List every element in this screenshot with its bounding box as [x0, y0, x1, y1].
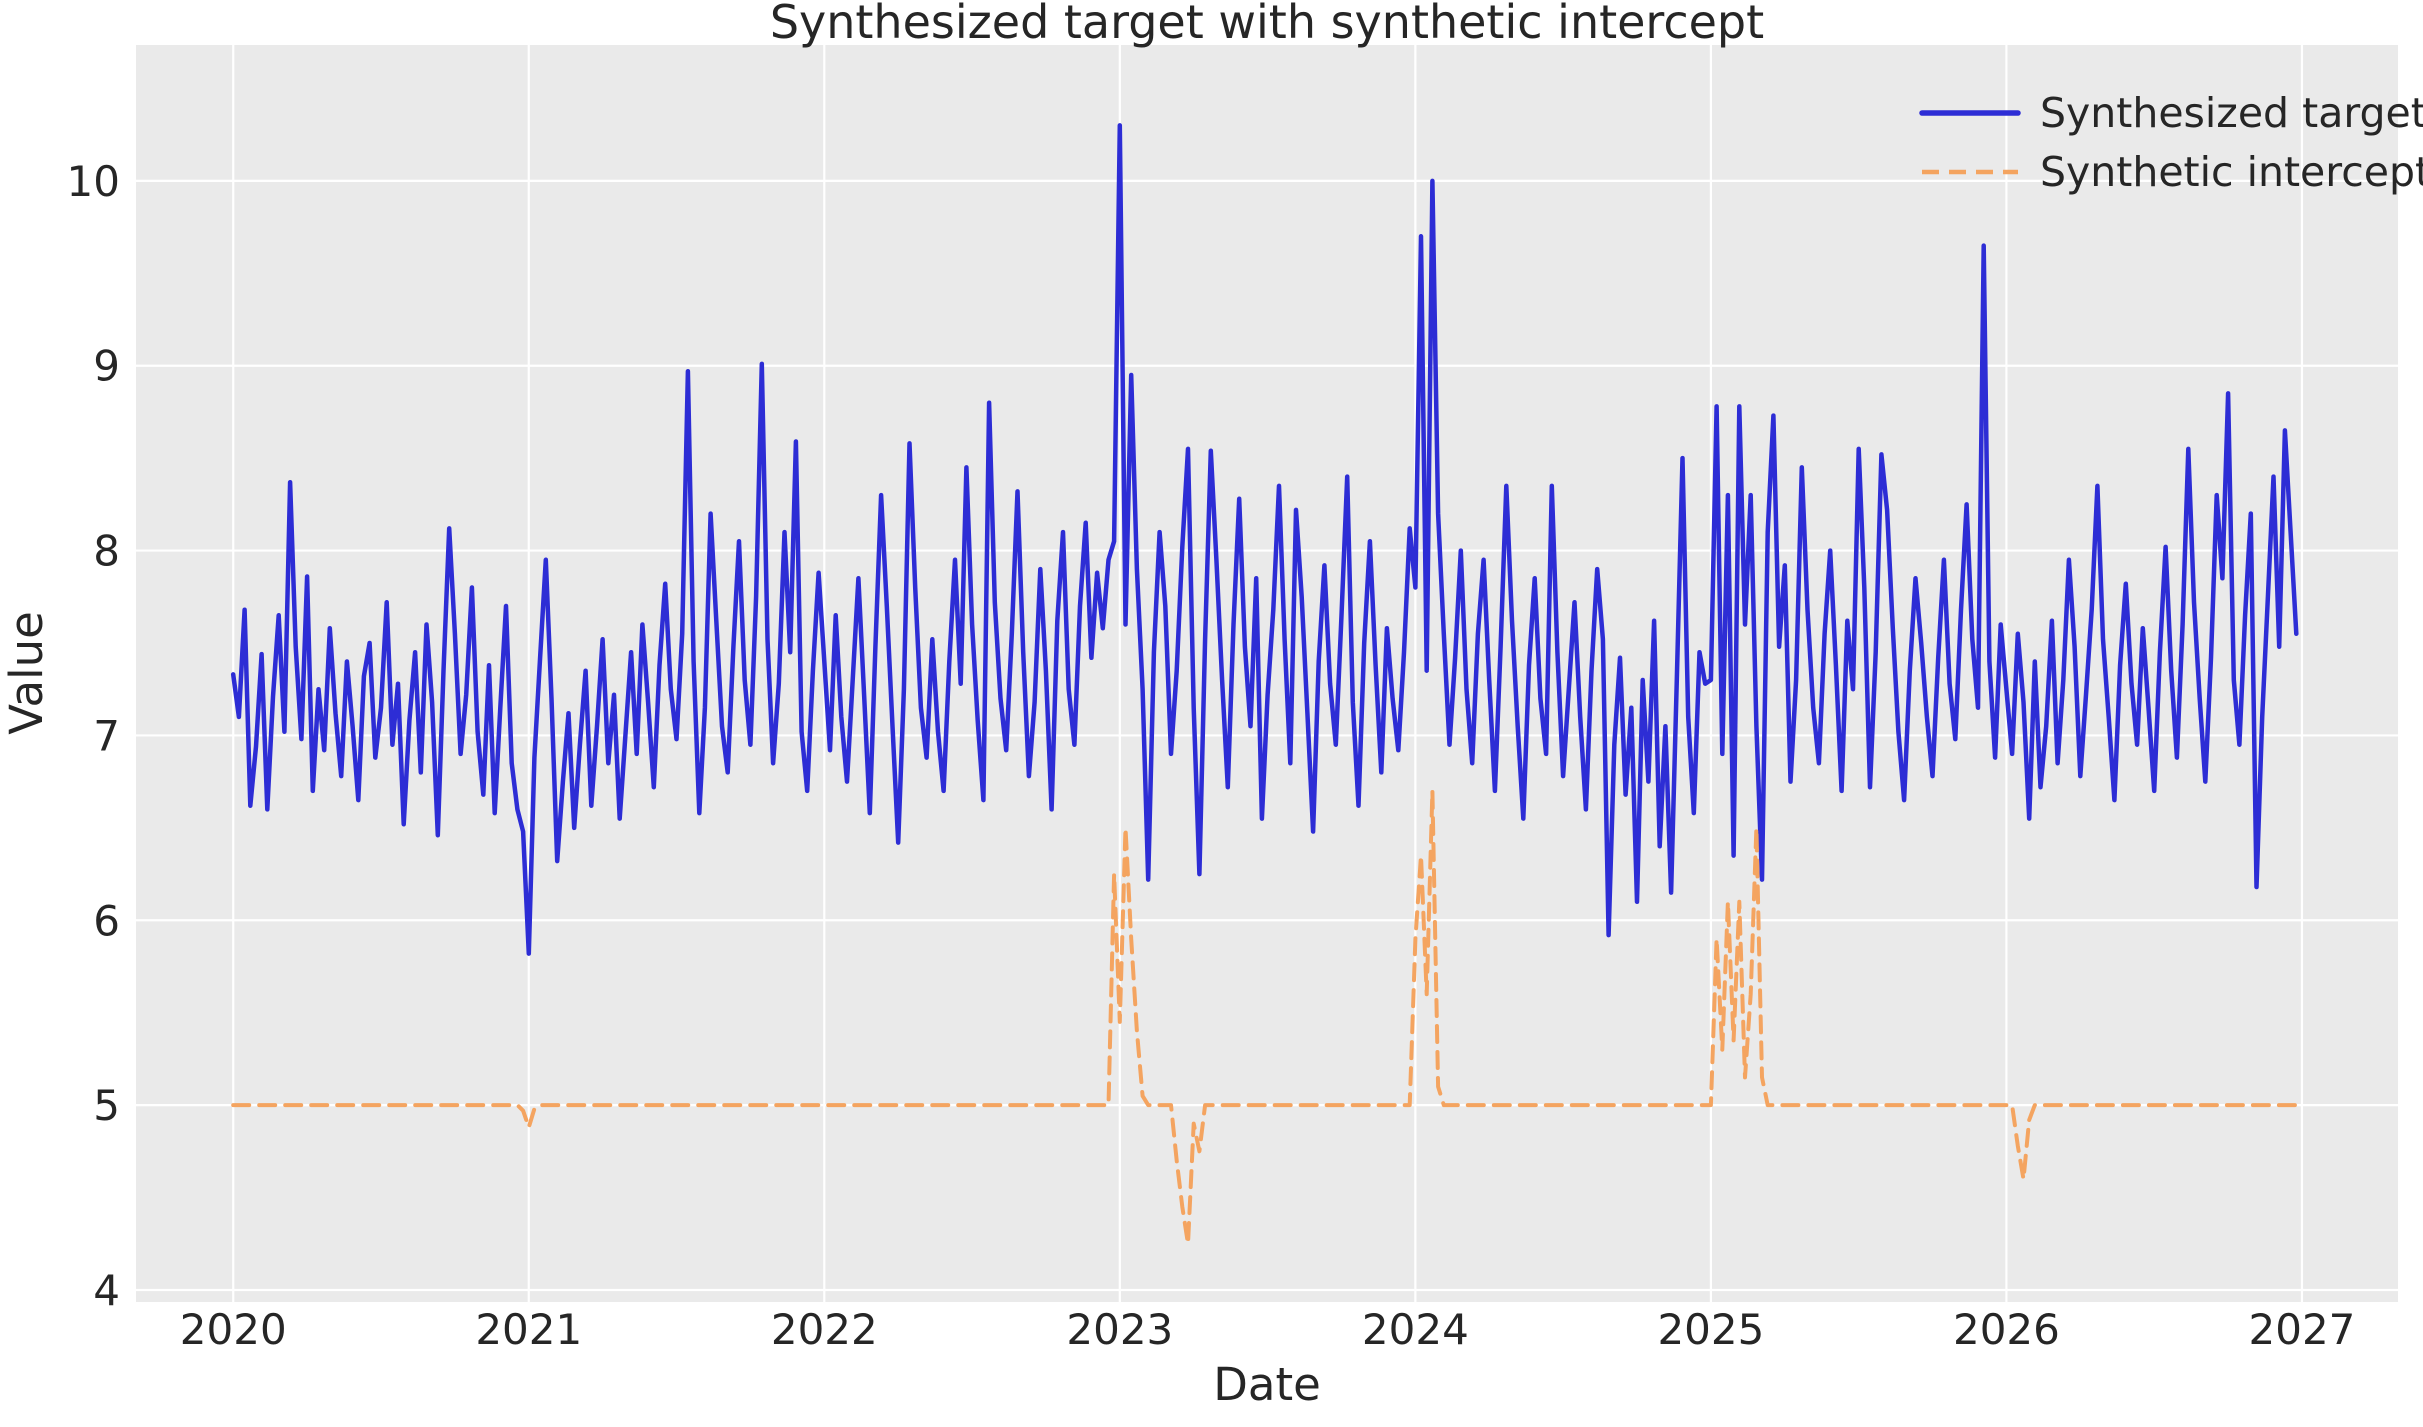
x-tick-label: 2027	[2249, 1305, 2356, 1354]
y-tick-labels: 4 5 6 7 8 9 10	[67, 157, 120, 1315]
x-tick-label: 2024	[1362, 1305, 1469, 1354]
legend: Synthesized target Synthetic intercept	[1919, 89, 2423, 196]
series-line-synthetic-intercept	[231, 788, 2299, 1246]
y-tick-label: 6	[93, 896, 120, 945]
legend-label-synthetic-intercept: Synthetic intercept	[2040, 148, 2423, 196]
gridlines	[136, 45, 2398, 1302]
x-tick-label: 2025	[1657, 1305, 1764, 1354]
chart-title: Synthesized target with synthetic interc…	[770, 0, 1764, 49]
y-tick-label: 4	[93, 1266, 120, 1315]
x-tick-label: 2023	[1066, 1305, 1173, 1354]
legend-entry-synthetic-intercept: Synthetic intercept	[1922, 148, 2423, 196]
x-tick-label: 2021	[475, 1305, 582, 1354]
legend-label-synthesized-target: Synthesized target	[2040, 89, 2423, 137]
y-tick-label: 10	[67, 157, 120, 206]
y-axis-label: Value	[0, 611, 53, 735]
y-tick-label: 9	[93, 342, 120, 391]
y-tick-label: 8	[93, 527, 120, 576]
y-tick-label: 5	[93, 1081, 120, 1130]
legend-entry-synthesized-target: Synthesized target	[1919, 89, 2423, 137]
series-group	[230, 123, 2299, 1246]
x-axis-label: Date	[1213, 1358, 1321, 1411]
y-tick-label: 7	[93, 711, 120, 760]
x-tick-labels: 2020 2021 2022 2023 2024 2025 2026 2027	[180, 1305, 2356, 1354]
x-tick-label: 2026	[1953, 1305, 2060, 1354]
series-line-synthesized-target	[230, 123, 2299, 956]
x-tick-label: 2022	[771, 1305, 878, 1354]
x-tick-label: 2020	[180, 1305, 287, 1354]
